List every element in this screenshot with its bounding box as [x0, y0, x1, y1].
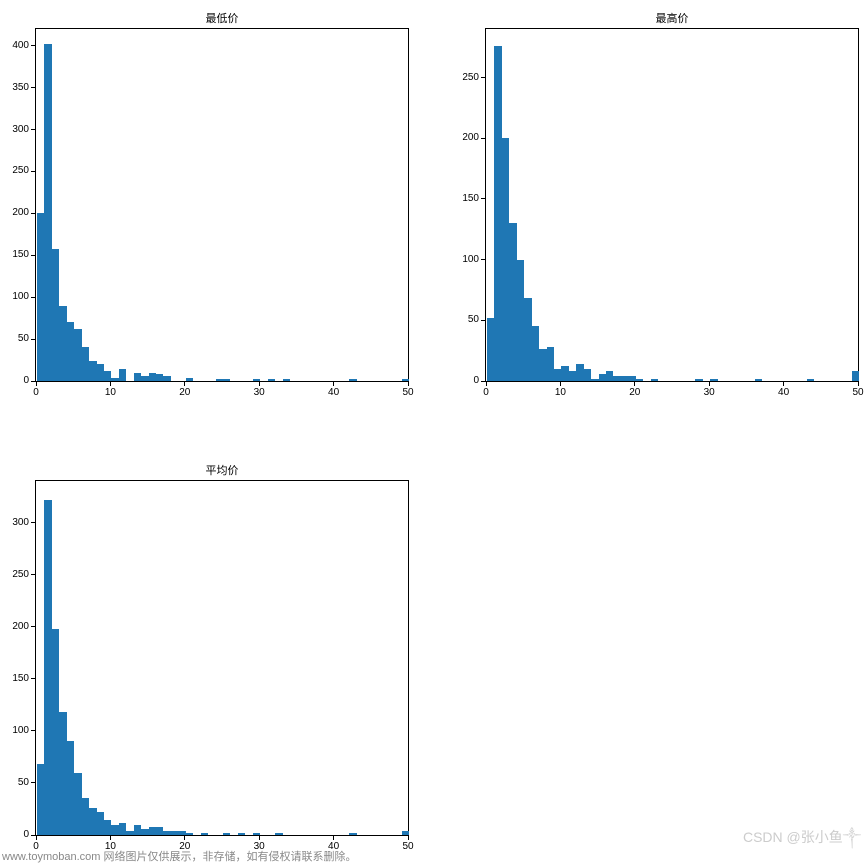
histogram-bar: [275, 833, 282, 835]
histogram-bar: [238, 833, 245, 835]
y-tick-mark: [31, 678, 35, 679]
histogram-bar: [37, 764, 44, 835]
y-tick-label: 300: [5, 517, 29, 528]
y-tick-mark: [31, 835, 35, 836]
histogram-bar: [134, 825, 141, 835]
histogram-bar: [44, 500, 51, 835]
histogram-bar: [74, 773, 81, 835]
histogram-bar: [253, 833, 260, 835]
histogram-bar: [126, 831, 133, 835]
histogram-bar: [201, 833, 208, 835]
x-tick-mark: [408, 836, 409, 840]
y-tick-label: 100: [5, 725, 29, 736]
x-tick-mark: [36, 836, 37, 840]
plot-area: [35, 480, 409, 836]
histogram-bar: [223, 833, 230, 835]
x-tick-label: 50: [400, 841, 416, 852]
watermark-source: www.toymoban.com 网络图片仅供展示，非存储，如有侵权请联系删除。: [2, 848, 356, 864]
histogram-bar: [52, 629, 59, 835]
y-tick-mark: [31, 782, 35, 783]
x-tick-mark: [110, 836, 111, 840]
histogram-bar: [349, 833, 356, 835]
histogram-bar: [111, 825, 118, 835]
histogram-bar: [82, 798, 89, 835]
y-tick-mark: [31, 522, 35, 523]
watermark-author: CSDN @张小鱼༒: [743, 821, 861, 861]
y-tick-label: 0: [5, 829, 29, 840]
histogram-bar: [141, 829, 148, 835]
histogram-bar: [104, 820, 111, 835]
histogram-bar: [119, 823, 126, 835]
x-tick-mark: [259, 836, 260, 840]
histogram-bar: [67, 741, 74, 835]
x-tick-mark: [184, 836, 185, 840]
histogram-bar: [149, 827, 156, 835]
y-tick-mark: [31, 626, 35, 627]
histogram-bar: [171, 831, 178, 835]
histogram-bar: [156, 827, 163, 835]
figure-root: 最低价01020304050050100150200250300350400最高…: [0, 0, 865, 867]
histogram-bar: [89, 808, 96, 835]
histogram-bar: [178, 831, 185, 835]
subplot-avg: 平均价01020304050050100150200250300: [0, 0, 865, 867]
y-tick-label: 200: [5, 621, 29, 632]
histogram-bar: [59, 712, 66, 835]
chart-title: 平均价: [35, 462, 409, 478]
x-tick-mark: [333, 836, 334, 840]
histogram-bar: [402, 831, 409, 835]
y-tick-mark: [31, 730, 35, 731]
histogram-bar: [186, 833, 193, 835]
y-tick-label: 150: [5, 673, 29, 684]
y-tick-label: 50: [5, 777, 29, 788]
histogram-bar: [97, 812, 104, 835]
histogram-bar: [163, 831, 170, 835]
y-tick-label: 250: [5, 569, 29, 580]
y-tick-mark: [31, 574, 35, 575]
